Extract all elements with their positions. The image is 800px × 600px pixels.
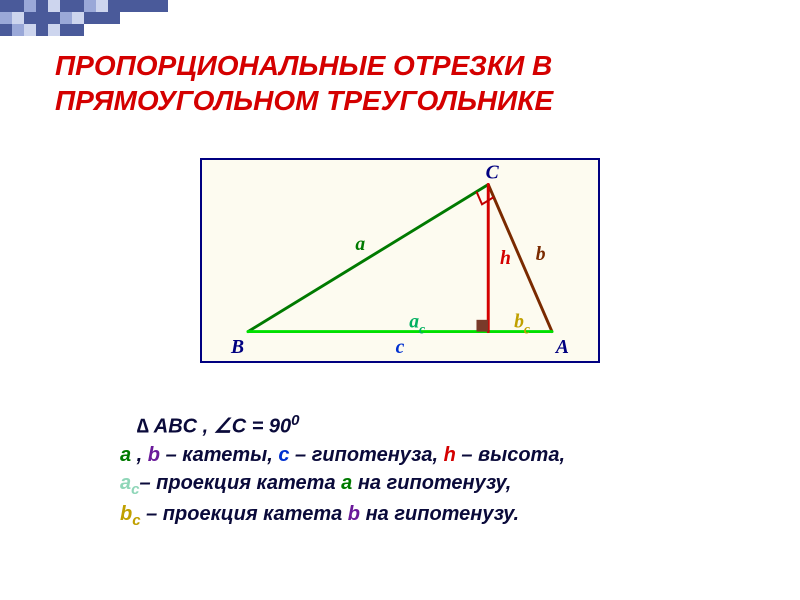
cap-r2h: – высота, xyxy=(456,444,565,466)
cap-r4b: – проекция катета xyxy=(141,503,348,525)
cap-r2f: – гипотенуза, xyxy=(290,444,444,466)
triangle-sym: ∆ xyxy=(137,416,149,438)
svg-text:b: b xyxy=(536,244,546,265)
svg-text:c: c xyxy=(396,337,405,358)
slide-title: ПРОПОРЦИОНАЛЬНЫЕ ОТРЕЗКИ В ПРЯМОУГОЛЬНОМ… xyxy=(55,48,760,118)
triangle-figure: CBAabchacbc xyxy=(200,158,600,363)
cap-r3d: на гипотенузу, xyxy=(352,472,511,494)
cap-b: b xyxy=(148,444,160,466)
cap-r2d: – катеты, xyxy=(160,444,278,466)
caption-row-4: bc – проекция катета b на гипотенузу. xyxy=(120,500,740,531)
cap-r1a: ABC , xyxy=(154,416,214,438)
cap-r1exp: 0 xyxy=(291,412,299,429)
cap-a2: a xyxy=(341,472,352,494)
corner-decoration xyxy=(0,0,180,40)
caption-block: ∆ ABC , ∠C = 900 a , b – катеты, c – гип… xyxy=(120,410,740,531)
cap-a: a xyxy=(120,444,131,466)
cap-h: h xyxy=(444,444,456,466)
cap-r4d: на гипотенузу. xyxy=(360,503,519,525)
cap-bc: bc xyxy=(120,503,141,525)
caption-row-2: a , b – катеты, c – гипотенуза, h – высо… xyxy=(120,441,740,469)
cap-r3b: – проекция катета xyxy=(139,472,341,494)
cap-ac: ac xyxy=(120,472,139,494)
caption-row-3: ac– проекция катета a на гипотенузу, xyxy=(120,469,740,500)
cap-r1b: C = 90 xyxy=(232,416,291,438)
cap-c: c xyxy=(278,444,289,466)
cap-r2b: , xyxy=(131,444,148,466)
svg-text:h: h xyxy=(500,248,511,269)
svg-text:B: B xyxy=(230,337,244,358)
svg-text:A: A xyxy=(554,337,569,358)
caption-row-1: ∆ ABC , ∠C = 900 xyxy=(120,410,740,441)
svg-text:C: C xyxy=(486,163,500,184)
cap-b2: b xyxy=(348,503,360,525)
svg-text:a: a xyxy=(355,234,365,255)
angle-sym: ∠ xyxy=(214,416,232,438)
triangle-svg: CBAabchacbc xyxy=(202,160,598,361)
